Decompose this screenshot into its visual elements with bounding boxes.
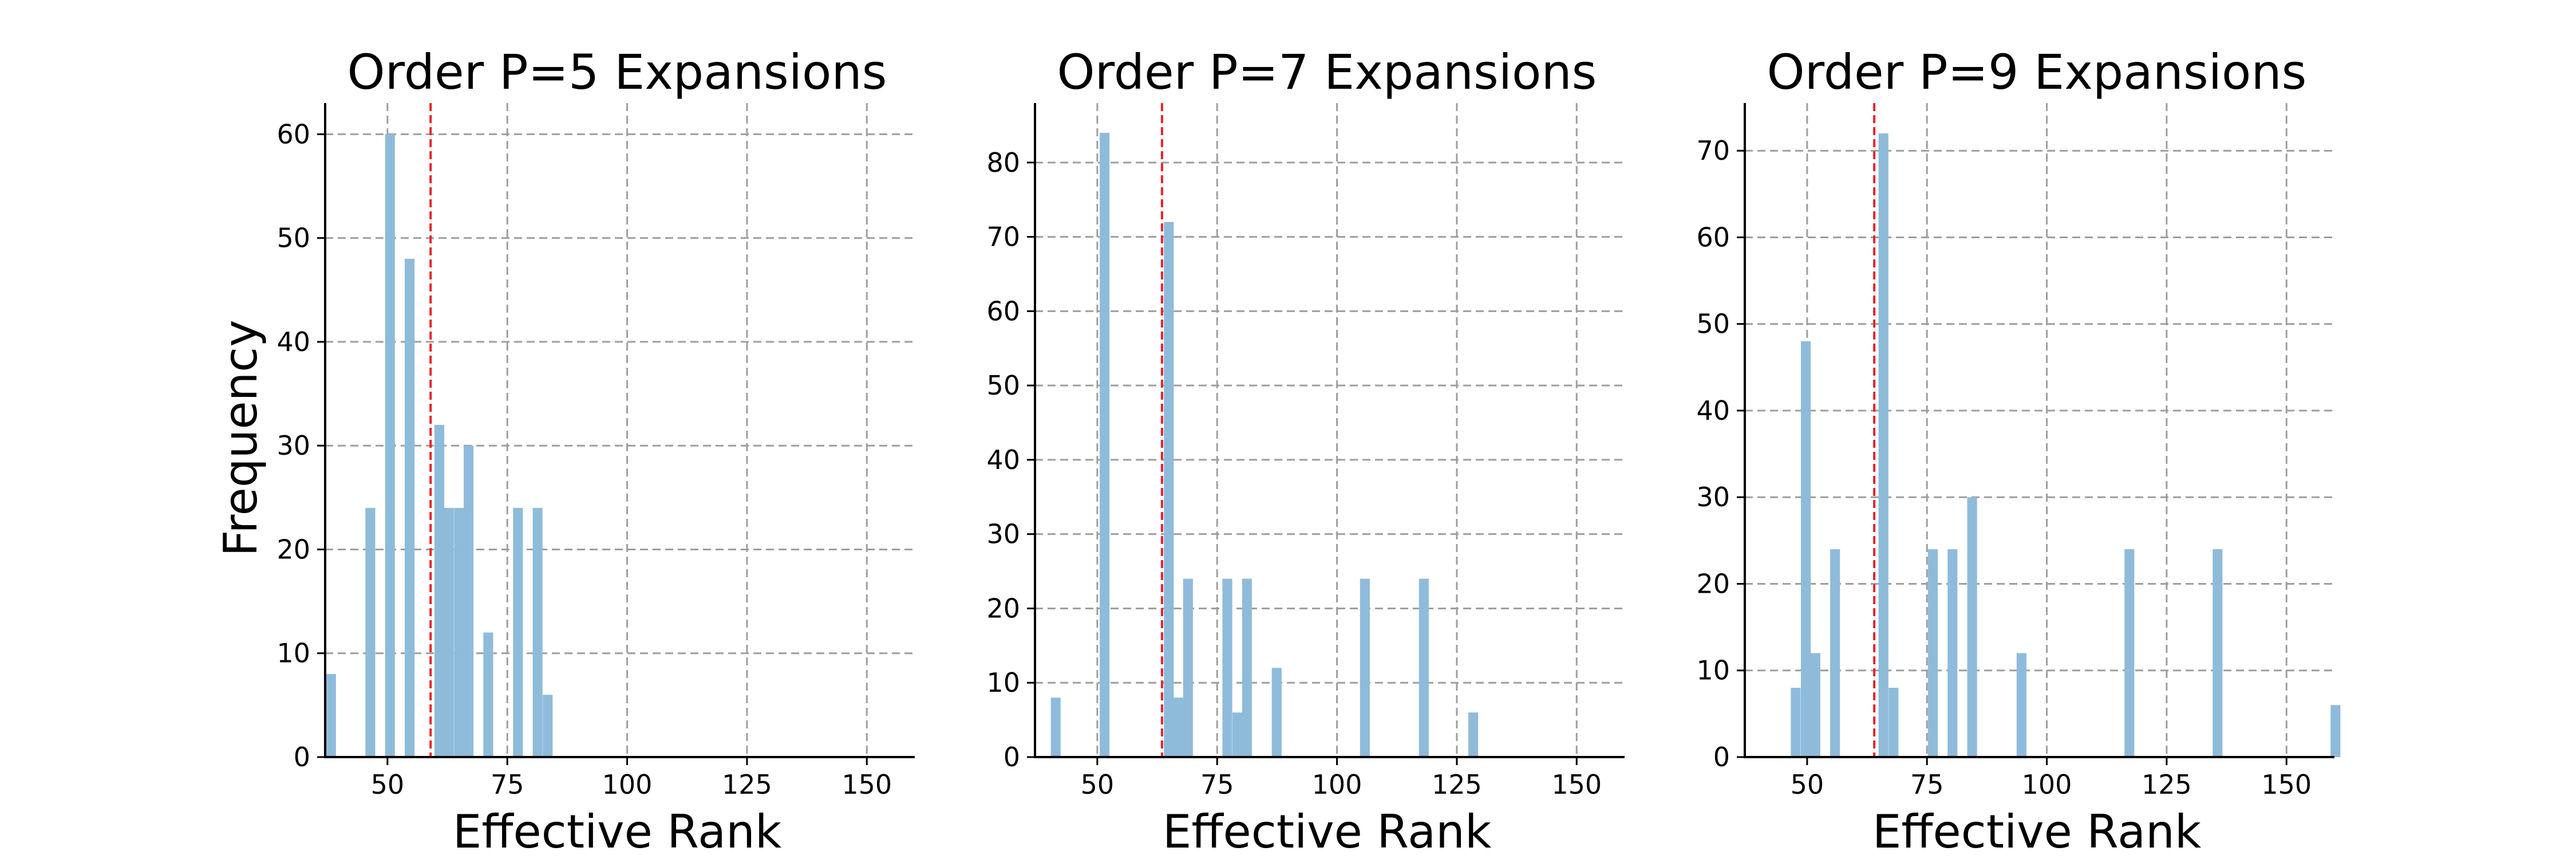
y-tick-label: 60 [1696, 222, 1730, 253]
histogram-bar [1183, 578, 1193, 757]
x-axis-label: Effective Rank [1163, 805, 1492, 858]
histogram-bar [483, 632, 493, 757]
histogram-bar [434, 424, 445, 757]
y-tick-label: 50 [276, 223, 310, 254]
histogram-bar [464, 446, 474, 757]
y-tick-label: 10 [1696, 655, 1730, 686]
y-tick-label: 40 [276, 326, 310, 357]
y-tick-label: 70 [986, 222, 1020, 253]
panel-title: Order P=9 Expansions [1767, 44, 2307, 100]
histogram-bar [2212, 549, 2223, 757]
plot-area: 0 10 20 30 40 50 60 70 50 75 100 125 150 [1696, 103, 2341, 800]
histogram-bar [532, 507, 543, 757]
y-tick-label: 40 [1696, 395, 1730, 426]
x-tick-label: 100 [602, 769, 653, 800]
histogram-bar [385, 134, 395, 757]
histogram-bar [1050, 698, 1061, 757]
histogram-bar [513, 507, 523, 757]
panel-p9: Order P=9 Expansions Effective Rank 0 10 2… [1696, 44, 2341, 858]
y-tick-label: 60 [276, 119, 310, 149]
y-tick-label: 10 [276, 638, 310, 669]
y-tick-label: 20 [986, 593, 1020, 624]
y-tick-label: 0 [1713, 742, 1730, 773]
y-tick-label: 70 [1696, 135, 1730, 166]
y-tick-label: 0 [294, 742, 310, 773]
x-tick-label: 75 [1910, 769, 1944, 800]
histogram-bar [1242, 578, 1252, 757]
panel-title: Order P=7 Expansions [1057, 44, 1597, 100]
histogram-bar [2016, 653, 2026, 757]
histogram-bar [1232, 712, 1243, 757]
histogram-bar [1927, 549, 1938, 757]
y-tick-label: 20 [1696, 568, 1730, 599]
histogram-bar [1271, 668, 1282, 757]
plot-area: 0 10 20 30 40 50 60 50 75 100 125 150 [276, 103, 915, 800]
histogram-bar [1419, 578, 1429, 757]
y-tick-label: 30 [1696, 482, 1730, 513]
x-tick-label: 150 [1551, 769, 1602, 800]
x-tick-label: 75 [491, 769, 524, 800]
histogram-bar [1888, 687, 1899, 757]
x-tick-label: 100 [2022, 769, 2072, 800]
histogram-bar [1810, 653, 1820, 757]
y-tick-label: 10 [986, 667, 1020, 698]
y-tick-label: 30 [986, 519, 1020, 550]
histogram-bar [444, 507, 454, 757]
plot-area: 0 10 20 30 40 50 60 70 80 50 75 100 125 150 [986, 103, 1625, 800]
histogram-bar [326, 673, 336, 757]
x-tick-label: 125 [722, 769, 772, 800]
x-axis-label: Effective Rank [453, 805, 782, 858]
x-axis-label: Effective Rank [1872, 805, 2202, 858]
histogram-bar [1947, 549, 1958, 757]
histogram-bar [1967, 497, 1977, 757]
x-tick-label: 125 [2142, 769, 2192, 800]
histogram-bar [1800, 341, 1811, 757]
histogram-bar [365, 507, 376, 757]
histogram-bar [2124, 549, 2135, 757]
y-tick-label: 60 [986, 295, 1020, 326]
y-tick-label: 50 [986, 370, 1020, 401]
histogram-bar [405, 258, 415, 757]
y-tick-label: 30 [276, 430, 310, 461]
x-tick-label: 50 [1081, 769, 1115, 800]
x-tick-label: 75 [1200, 769, 1234, 800]
histogram-bar [454, 507, 464, 757]
histogram-bar [1164, 222, 1174, 757]
y-tick-label: 20 [276, 534, 310, 565]
histogram-bar [1791, 687, 1801, 757]
x-tick-label: 50 [1791, 769, 1824, 800]
histogram-bar [543, 695, 553, 757]
y-tick-label: 50 [1696, 309, 1730, 340]
x-tick-label: 150 [2261, 769, 2312, 800]
x-tick-label: 150 [841, 769, 892, 800]
x-tick-label: 50 [371, 769, 405, 800]
y-axis-label: Frequency [214, 320, 267, 556]
histogram-bar [1360, 578, 1370, 757]
y-tick-label: 80 [986, 147, 1020, 178]
histogram-bar [1100, 132, 1110, 758]
x-tick-label: 100 [1312, 769, 1362, 800]
x-tick-label: 125 [1432, 769, 1482, 800]
panel-title: Order P=5 Expansions [347, 44, 887, 100]
histogram-bar [1468, 712, 1479, 757]
histogram-bar [1174, 698, 1184, 757]
y-tick-label: 0 [1003, 742, 1020, 773]
y-tick-label: 40 [986, 444, 1020, 475]
panel-p7: Order P=7 Expansions Effective Rank 0 10 2… [986, 44, 1625, 858]
histogram-bar [1830, 549, 1840, 757]
panel-p5: Order P=5 Expansions Effective Rank Freq… [214, 44, 915, 858]
histogram-bar [2330, 705, 2341, 757]
histogram-bar [1878, 133, 1888, 757]
histogram-bar [1222, 578, 1232, 757]
